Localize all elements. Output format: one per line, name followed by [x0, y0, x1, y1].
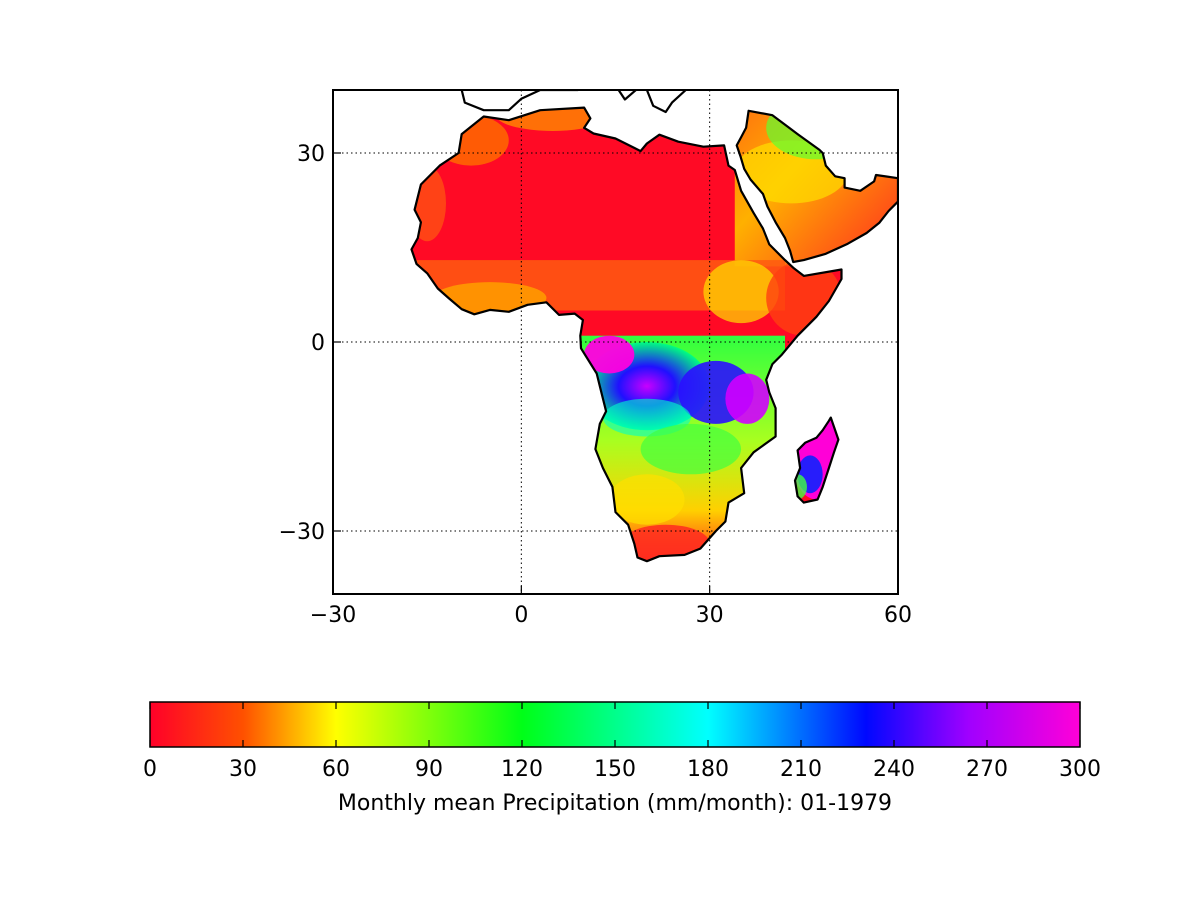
colorbar-tick-label: 210 [780, 757, 822, 782]
ethiopia-field [703, 260, 779, 324]
colorbar-tick-label: 60 [322, 757, 350, 782]
map-gridlines [333, 90, 898, 594]
colorbar-tick-label: 30 [229, 757, 257, 782]
colorbar-tick-label: 240 [873, 757, 915, 782]
x-axis-ticks: −30 0 30 60 [310, 586, 912, 628]
colorbar-label: Monthly mean Precipitation (mm/month): 0… [338, 791, 892, 816]
arabia-coastline [735, 109, 898, 264]
africa-coastline [410, 106, 843, 563]
colorbar-ticks: 0 30 60 90 120 150 180 210 240 270 300 [143, 702, 1101, 782]
x-tick-label: 60 [884, 603, 912, 628]
maghreb-coast-field [496, 107, 610, 131]
colorbar-tick-label: 0 [143, 757, 157, 782]
coastlines [410, 90, 898, 563]
europe-coastline [460, 90, 690, 114]
colorbar: 0 30 60 90 120 150 180 210 240 270 300 Monthly mea… [143, 701, 1101, 816]
colorbar-tick-label: 150 [594, 757, 636, 782]
precipitation-field [411, 107, 898, 562]
madagascar-coastline [793, 416, 840, 504]
west-africa-coast-field [433, 282, 547, 314]
y-tick-label: 30 [297, 142, 325, 167]
zambia-field [640, 423, 742, 475]
mesopotamia-wet [766, 107, 867, 160]
y-tick-label: 0 [311, 331, 325, 356]
morocco-field [433, 115, 509, 166]
map-panel [333, 90, 898, 594]
colorbar-tick-label: 270 [966, 757, 1008, 782]
x-tick-label: 30 [696, 603, 724, 628]
colorbar-tick-label: 180 [687, 757, 729, 782]
kalahari-field [609, 474, 685, 525]
y-axis-ticks: −30 0 30 [279, 142, 341, 545]
colorbar-tick-label: 120 [501, 757, 543, 782]
gabon-wet-field [584, 335, 635, 374]
east-africa-wet-field [725, 373, 770, 424]
colorbar-tick-label: 300 [1059, 757, 1101, 782]
x-tick-label: −30 [310, 603, 356, 628]
colorbar-tick-label: 90 [415, 757, 443, 782]
x-tick-label: 0 [514, 603, 528, 628]
y-tick-label: −30 [279, 520, 325, 545]
